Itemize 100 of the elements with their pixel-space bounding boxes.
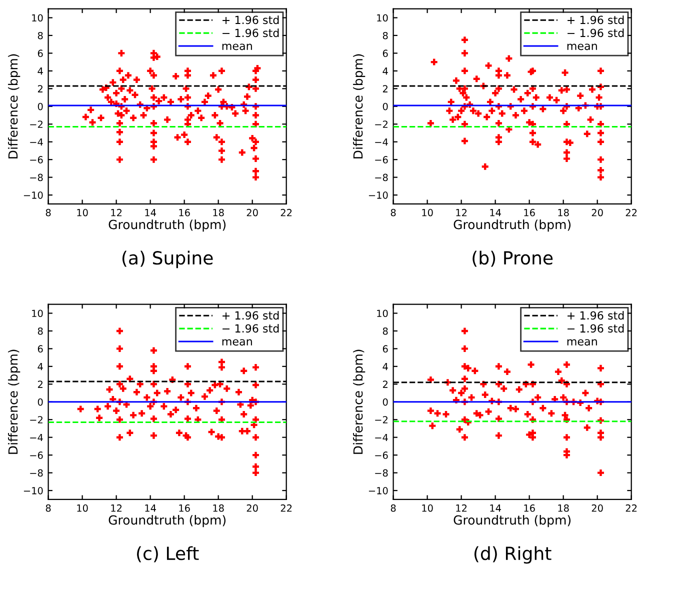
y-tick-label: 2 <box>38 85 42 92</box>
x-tick-label: 8 <box>46 504 51 512</box>
legend-label: + 1.96 std <box>222 311 279 320</box>
x-tick-label: 10 <box>77 504 88 512</box>
text: (d) Right <box>474 546 552 564</box>
x-tick-label: 20 <box>246 208 258 216</box>
y-tick-label: −2 <box>375 120 388 128</box>
y-tick-label: 4 <box>382 68 388 75</box>
x-tick-label: 12 <box>111 208 122 216</box>
y-tick-label: 4 <box>382 363 388 370</box>
y-tick-label: −8 <box>375 469 388 477</box>
y-tick-label: −4 <box>30 138 43 146</box>
x-tick-label: 14 <box>490 504 501 512</box>
legend-label: mean <box>222 339 252 346</box>
legend-label: − 1.96 std <box>222 28 279 38</box>
x-tick-label: 14 <box>490 209 501 216</box>
legend-label: − 1.96 std <box>568 28 624 38</box>
y-tick-label: 10 <box>377 14 388 22</box>
y-tick-label: 10 <box>32 310 43 318</box>
y-axis-title: Difference (bpm) <box>8 54 20 158</box>
x-tick-label: 8 <box>46 208 51 216</box>
legend-label: mean <box>222 44 252 50</box>
x-tick-label: 20 <box>246 504 258 512</box>
x-tick-label: 20 <box>592 208 603 216</box>
y-tick-label: 6 <box>382 50 388 58</box>
x-tick-label: 16 <box>179 208 190 216</box>
y-tick-label: −4 <box>30 434 43 442</box>
x-tick-label: 22 <box>280 208 292 216</box>
y-axis-title: Difference (bpm) <box>353 54 366 158</box>
y-tick-label: 6 <box>38 50 43 58</box>
y-axis-title: Difference (bpm) <box>8 350 20 454</box>
y-tick-label: 6 <box>382 345 388 353</box>
x-tick-label: 10 <box>422 504 433 512</box>
y-tick-label: −10 <box>24 487 43 494</box>
y-tick-label: 4 <box>38 363 43 370</box>
legend-label: + 1.96 std <box>568 311 624 320</box>
x-tick-label: 10 <box>422 208 433 216</box>
x-tick-label: 16 <box>524 208 535 216</box>
text: (b) Prone <box>472 250 553 267</box>
y-tick-label: 0 <box>382 102 388 110</box>
y-tick-label: 8 <box>382 32 388 40</box>
y-tick-label: −10 <box>368 192 388 199</box>
x-tick-label: 12 <box>111 504 122 512</box>
x-tick-label: 20 <box>592 504 603 512</box>
x-tick-label: 8 <box>390 208 396 216</box>
y-tick-label: 0 <box>38 102 43 110</box>
x-tick-label: 18 <box>558 504 569 512</box>
y-tick-label: 4 <box>38 68 43 75</box>
legend-label: mean <box>567 44 597 50</box>
y-tick-label: −2 <box>30 416 42 424</box>
y-tick-label: 8 <box>38 32 43 40</box>
legend-label: + 1.96 std <box>222 16 279 24</box>
y-tick-label: −10 <box>368 487 388 494</box>
y-tick-label: −2 <box>30 120 42 128</box>
text: (a) Supine <box>122 250 213 268</box>
x-axis-title: Groundtruth (bpm) <box>454 515 571 528</box>
y-tick-label: −8 <box>375 174 388 182</box>
x-tick-label: 16 <box>524 504 535 512</box>
y-tick-label: −4 <box>375 138 388 146</box>
x-tick-label: 18 <box>558 208 569 216</box>
y-axis-title: Difference (bpm) <box>353 350 366 454</box>
y-tick-label: −6 <box>375 452 388 459</box>
y-tick-label: −6 <box>30 156 43 164</box>
x-tick-label: 22 <box>626 504 637 512</box>
text: (c) Left <box>137 546 199 562</box>
y-tick-label: 2 <box>38 380 42 388</box>
y-tick-label: 8 <box>382 327 388 335</box>
x-axis-title: Groundtruth (bpm) <box>108 515 226 528</box>
x-tick-label: 22 <box>280 504 292 512</box>
x-axis-title: Groundtruth (bpm) <box>108 220 226 232</box>
y-tick-label: −10 <box>24 192 43 199</box>
x-tick-label: 18 <box>213 208 224 216</box>
x-tick-label: 16 <box>179 504 190 512</box>
y-tick-label: 8 <box>38 327 43 335</box>
x-tick-label: 10 <box>77 208 88 216</box>
y-tick-label: 0 <box>382 398 388 406</box>
y-tick-label: −6 <box>375 156 388 164</box>
x-axis-title: Groundtruth (bpm) <box>454 220 571 232</box>
legend-label: − 1.96 std <box>568 324 624 333</box>
y-tick-label: 6 <box>38 345 43 353</box>
x-tick-label: 12 <box>456 208 467 216</box>
y-tick-label: 10 <box>377 310 388 318</box>
y-tick-label: 2 <box>382 380 388 388</box>
x-tick-label: 12 <box>456 504 467 512</box>
x-tick-label: 8 <box>390 504 396 512</box>
legend-label: mean <box>567 339 597 346</box>
y-tick-label: −2 <box>375 416 388 424</box>
x-tick-label: 22 <box>626 208 637 216</box>
x-tick-label: 18 <box>213 504 224 512</box>
legend-label: + 1.96 std <box>568 16 624 24</box>
y-tick-label: 0 <box>38 398 43 406</box>
y-tick-label: −6 <box>30 452 43 459</box>
y-tick-label: 10 <box>32 14 43 22</box>
y-tick-label: −4 <box>375 434 388 442</box>
x-tick-label: 14 <box>145 209 156 216</box>
legend-label: − 1.96 std <box>222 324 279 333</box>
y-tick-label: −8 <box>30 174 43 182</box>
y-tick-label: 2 <box>382 85 388 92</box>
y-tick-label: −8 <box>30 469 43 477</box>
x-tick-label: 14 <box>145 504 156 512</box>
